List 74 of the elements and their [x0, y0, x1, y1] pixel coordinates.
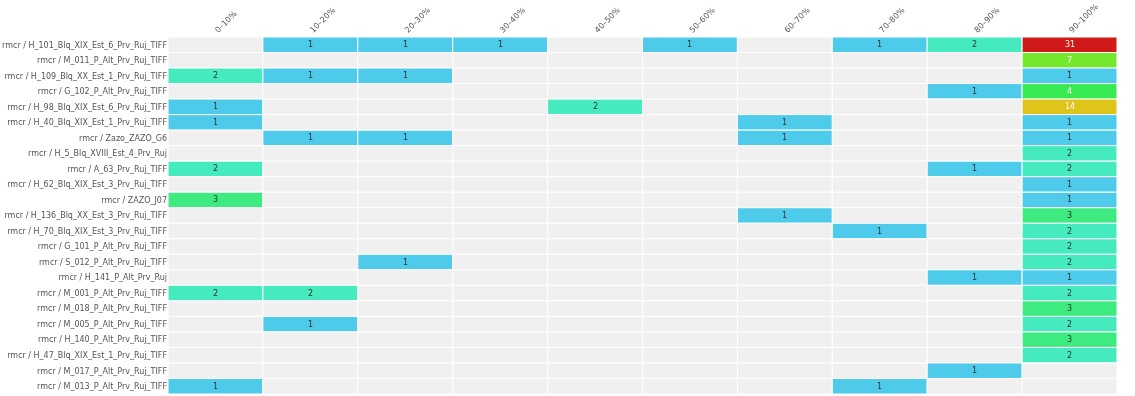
data-label: 3	[1067, 304, 1073, 313]
data-label: 1	[403, 258, 409, 267]
y-tick-label: rmcr / M_001_P_Alt_Prv_Ruj_TIFF	[37, 288, 168, 298]
data-label: 3	[1067, 211, 1073, 220]
y-tick-label: rmcr / H_101_Blq_XIX_Est_6_Prv_Ruj_TIFF	[2, 40, 168, 50]
data-label: 1	[213, 382, 219, 391]
data-label: 2	[1067, 227, 1073, 236]
data-label: 1	[1067, 180, 1073, 189]
data-label: 1	[877, 382, 883, 391]
y-tick-label: rmcr / H_40_Blq_XIX_Est_1_Prv_Ruj_TIFF	[7, 118, 168, 128]
data-label: 1	[403, 40, 409, 49]
data-label: 1	[877, 40, 883, 49]
data-label: 1	[308, 133, 314, 142]
data-label: 1	[1067, 118, 1073, 127]
data-label: 1	[308, 40, 314, 49]
data-label: 1	[308, 71, 314, 80]
y-tick-label: rmcr / M_005_P_Alt_Prv_Ruj_TIFF	[37, 319, 168, 329]
data-label: 14	[1065, 102, 1076, 111]
y-tick-label: rmcr / M_017_P_Alt_Prv_Ruj_TIFF	[37, 366, 168, 376]
data-label: 2	[1067, 149, 1073, 158]
y-tick-label: rmcr / H_5_Blq_XVIII_Est_4_Prv_Ruj	[28, 149, 167, 159]
data-label: 4	[1067, 87, 1073, 96]
data-label: 3	[1067, 335, 1073, 344]
y-tick-label: rmcr / H_62_Blq_XIX_Est_3_Prv_Ruj_TIFF	[7, 180, 168, 190]
data-label: 1	[972, 87, 978, 96]
y-tick-label: rmcr / G_101_P_Alt_Prv_Ruj_TIFF	[37, 242, 168, 252]
data-label: 1	[782, 211, 788, 220]
y-tick-label: rmcr / G_102_P_Alt_Prv_Ruj_TIFF	[37, 87, 168, 97]
data-label: 2	[213, 164, 219, 173]
data-label: 1	[213, 118, 219, 127]
y-tick-label: rmcr / H_140_P_Alt_Prv_Ruj_TIFF	[38, 335, 168, 345]
y-tick-label: rmcr / M_018_P_Alt_Prv_Ruj_TIFF	[37, 304, 168, 314]
data-label: 2	[972, 40, 978, 49]
data-label: 1	[972, 164, 978, 173]
y-tick-label: rmcr / A_63_Prv_Ruj_TIFF	[67, 164, 168, 174]
data-label: 3	[213, 195, 219, 204]
data-label: 1	[1067, 195, 1073, 204]
data-label: 2	[1067, 258, 1073, 267]
data-label: 7	[1067, 56, 1073, 65]
data-label: 2	[593, 102, 599, 111]
data-label: 2	[213, 71, 219, 80]
y-tick-label: rmcr / H_98_Blq_XIX_Est_6_Prv_Ruj_TIFF	[7, 102, 168, 112]
y-tick-label: rmcr / ZAZO_J07	[101, 195, 167, 205]
y-tick-label: rmcr / M_013_P_Alt_Prv_Ruj_TIFF	[37, 382, 168, 392]
y-tick-label: rmcr / H_70_Blq_XIX_Est_3_Prv_Ruj_TIFF	[7, 226, 168, 236]
data-label: 1	[972, 366, 978, 375]
data-label: 31	[1065, 40, 1076, 49]
data-label: 1	[687, 40, 693, 49]
data-label: 2	[308, 289, 314, 298]
data-label: 1	[782, 133, 788, 142]
data-label: 1	[1067, 273, 1073, 282]
data-label: 1	[308, 320, 314, 329]
y-tick-label: rmcr / H_109_Blq_XX_Est_1_Prv_Ruj_TIFF	[4, 71, 168, 81]
data-label: 2	[1067, 164, 1073, 173]
data-label: 1	[213, 102, 219, 111]
data-label: 1	[972, 273, 978, 282]
data-label: 2	[1067, 242, 1073, 251]
data-label: 1	[1067, 71, 1073, 80]
data-label: 1	[498, 40, 504, 49]
data-label: 2	[1067, 320, 1073, 329]
y-tick-label: rmcr / H_136_Blq_XX_Est_3_Prv_Ruj_TIFF	[4, 211, 168, 221]
data-label: 1	[403, 71, 409, 80]
data-label: 1	[782, 118, 788, 127]
data-label: 1	[1067, 133, 1073, 142]
data-label: 2	[1067, 289, 1073, 298]
data-label: 1	[403, 133, 409, 142]
y-tick-label: rmcr / H_141_P_Alt_Prv_Ruj	[58, 273, 167, 283]
y-tick-label: rmcr / M_011_P_Alt_Prv_Ruj_TIFF	[37, 56, 168, 66]
data-label: 1	[877, 227, 883, 236]
data-label: 2	[1067, 351, 1073, 360]
y-tick-label: rmcr / H_47_Blq_XIX_Est_1_Prv_Ruj_TIFF	[7, 351, 168, 360]
y-tick-label: rmcr / Zazo_ZAZO_G6	[79, 133, 167, 143]
y-tick-label: rmcr / S_012_P_Alt_Prv_Ruj_TIFF	[38, 257, 168, 267]
data-label: 2	[213, 289, 219, 298]
